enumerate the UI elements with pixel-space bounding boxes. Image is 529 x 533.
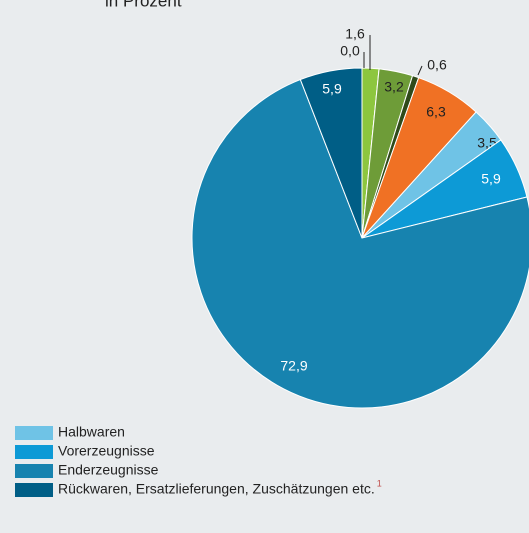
legend-label: Vorerzeugnisse: [58, 443, 155, 459]
legend-label: Halbwaren: [58, 424, 125, 440]
legend-swatch: [15, 445, 53, 459]
legend-label: Rückwaren, Ersatzlieferungen, Zuschätzun…: [58, 481, 375, 497]
chart-title: in Prozent: [105, 0, 182, 10]
pie-slice: [191, 78, 529, 409]
data-label: 3,2: [384, 79, 404, 95]
legend-swatch: [15, 464, 53, 478]
data-label: 72,9: [280, 358, 307, 374]
legend-label: Enderzeugnisse: [58, 462, 159, 478]
data-label: 0,6: [427, 57, 447, 73]
data-label: 5,9: [322, 81, 342, 97]
data-label: 5,9: [481, 171, 501, 187]
data-label: 0,0: [340, 43, 360, 59]
footnote-mark: 1: [377, 478, 382, 488]
legend-swatch: [15, 483, 53, 497]
legend-swatch: [15, 426, 53, 440]
leader-line: [417, 65, 423, 76]
data-label: 1,6: [345, 26, 365, 42]
data-label: 6,3: [426, 104, 446, 120]
pie-slice: [299, 67, 363, 239]
